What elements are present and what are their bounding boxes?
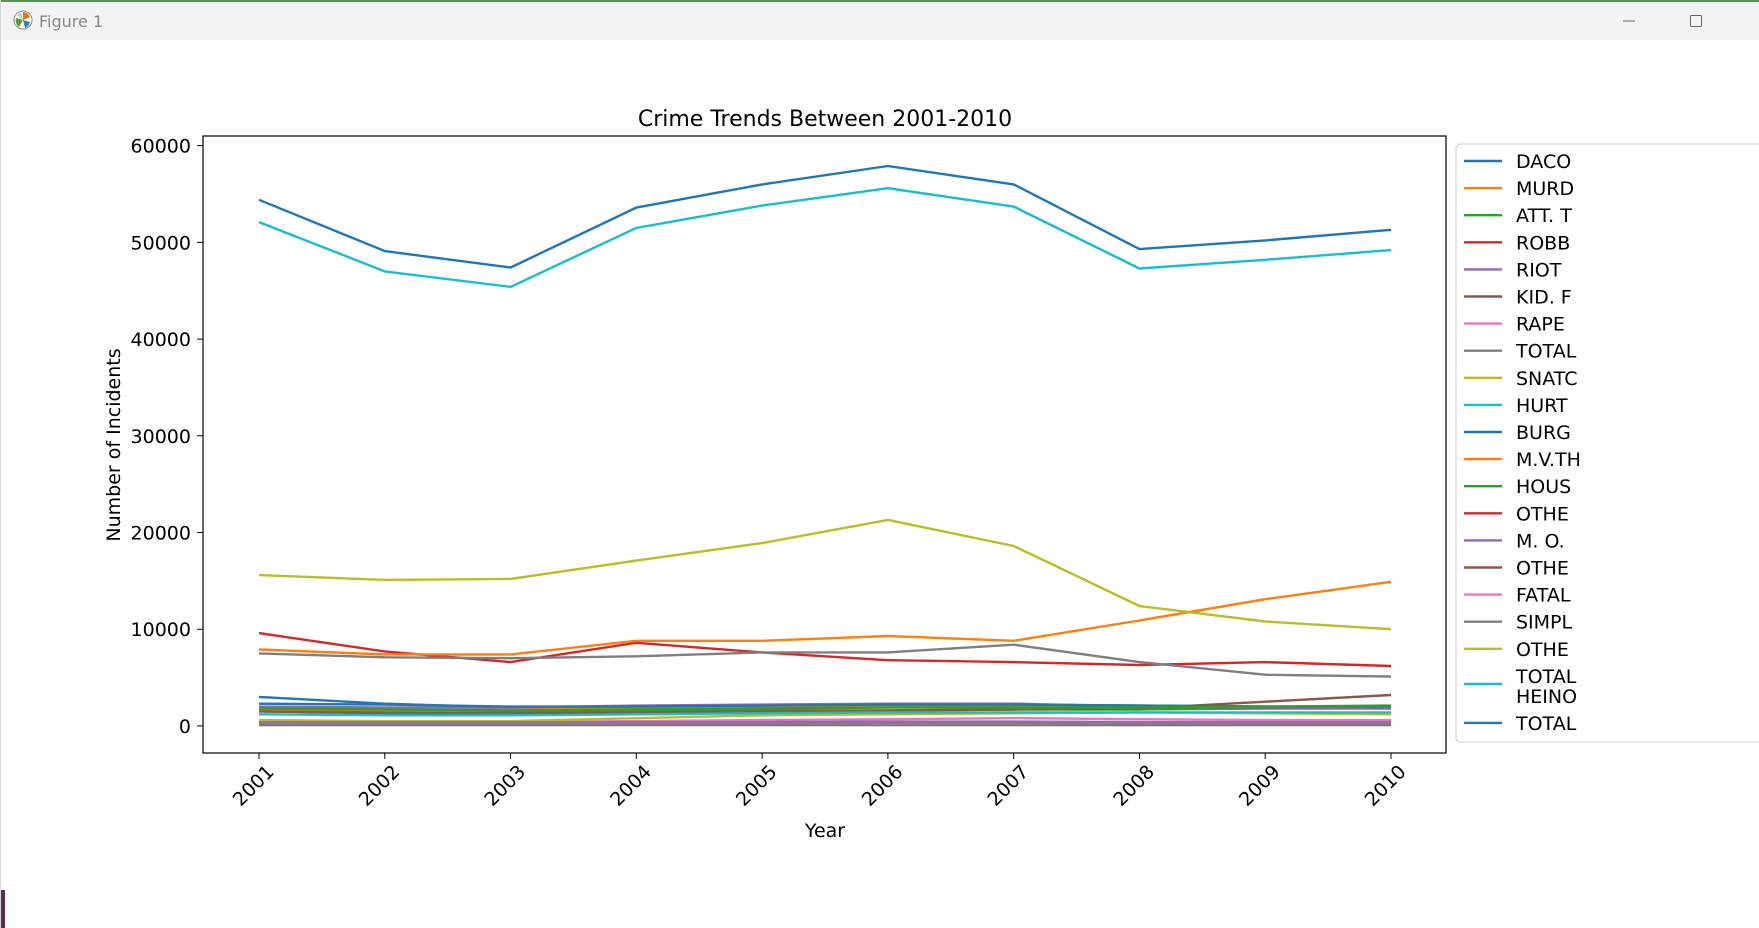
desktop-edge [1, 890, 5, 928]
legend-entry-label: OTHE [1516, 639, 1569, 661]
y-ticks: 0 10000 20000 30000 40000 50000 60000 [131, 136, 203, 738]
legend-entry-label: TOTAL [1515, 341, 1577, 363]
maximize-icon [1690, 15, 1702, 27]
x-ticks: 2001 2002 2003 2004 2005 2006 2007 2008 2009 2010 [229, 753, 1411, 811]
legend-entry-label: DACO [1516, 151, 1571, 173]
y-tick-label: 40000 [131, 329, 191, 351]
legend-entry-label: ROBB [1516, 232, 1570, 254]
y-axis-label: Number of Incidents [103, 348, 125, 541]
legend-entry-label: OTHE [1516, 503, 1569, 525]
x-tick-label: 2010 [1361, 761, 1411, 811]
x-tick-label: 2005 [732, 761, 782, 811]
chart-title: Crime Trends Between 2001-2010 [638, 107, 1012, 132]
legend-entry-label: MURD [1516, 178, 1574, 200]
series-line [258, 580, 1392, 656]
legend-entry-label: HURT [1516, 395, 1568, 417]
x-axis-label: Year [804, 820, 845, 842]
legend-entry-label: TOTAL [1515, 713, 1577, 735]
legend-entry-label: SNATC [1516, 368, 1578, 390]
legend-entry-label: TOTAL HEINO [1515, 666, 1577, 708]
series-line [258, 704, 1392, 712]
series-line [258, 643, 1392, 678]
legend-entry-label: FATAL [1516, 585, 1571, 607]
x-tick-label: 2002 [355, 761, 405, 811]
series-lines [258, 164, 1392, 727]
title-bar[interactable]: Figure 1 [1, 0, 1759, 40]
legend-entry-label: RAPE [1516, 314, 1565, 336]
matplotlib-logo-icon [13, 10, 33, 30]
legend-entry-label: ATT. T [1516, 205, 1572, 227]
legend-entry-label: KID. F [1516, 287, 1572, 309]
maximize-button[interactable] [1666, 2, 1726, 40]
series-line [258, 518, 1392, 631]
series-line [258, 186, 1392, 289]
minimize-button[interactable] [1599, 2, 1659, 40]
x-tick-label: 2007 [983, 761, 1033, 811]
x-tick-label: 2008 [1109, 761, 1159, 811]
legend-entry-label: M.V.TH [1516, 449, 1581, 471]
legend-entry-label: OTHE [1516, 558, 1569, 580]
legend: DACO MURD ATT. T ROBB RIOT KID. F RAPE TOTAL SNA… [1455, 143, 1759, 743]
series-line [258, 164, 1392, 269]
legend-entry-label: BURG [1516, 422, 1571, 444]
x-tick-label: 2003 [480, 761, 530, 811]
crime-trends-chart: Crime Trends Between 2001-2010 Number of… [103, 107, 1759, 842]
y-tick-label: 20000 [131, 523, 191, 545]
legend-entry-label: RIOT [1516, 259, 1562, 281]
legend-entry-label: SIMPL [1516, 612, 1573, 634]
y-tick-label: 0 [179, 716, 191, 738]
window-title: Figure 1 [39, 12, 104, 31]
legend-entry-label: HOUS [1516, 476, 1571, 498]
y-tick-label: 10000 [131, 619, 191, 641]
series-line [258, 720, 1391, 724]
series-line [258, 711, 1391, 717]
series-line [259, 722, 1391, 726]
y-tick-label: 30000 [131, 426, 191, 448]
minimize-icon [1623, 20, 1635, 22]
legend-frame [1455, 143, 1759, 743]
y-tick-label: 50000 [131, 232, 191, 254]
x-tick-label: 2009 [1235, 761, 1285, 811]
x-tick-label: 2004 [606, 761, 656, 811]
y-tick-label: 60000 [131, 136, 191, 158]
x-tick-label: 2001 [229, 761, 279, 811]
legend-entry-label: M. O. [1516, 530, 1565, 552]
plot-area-frame [202, 135, 1447, 754]
x-tick-label: 2006 [858, 761, 908, 811]
